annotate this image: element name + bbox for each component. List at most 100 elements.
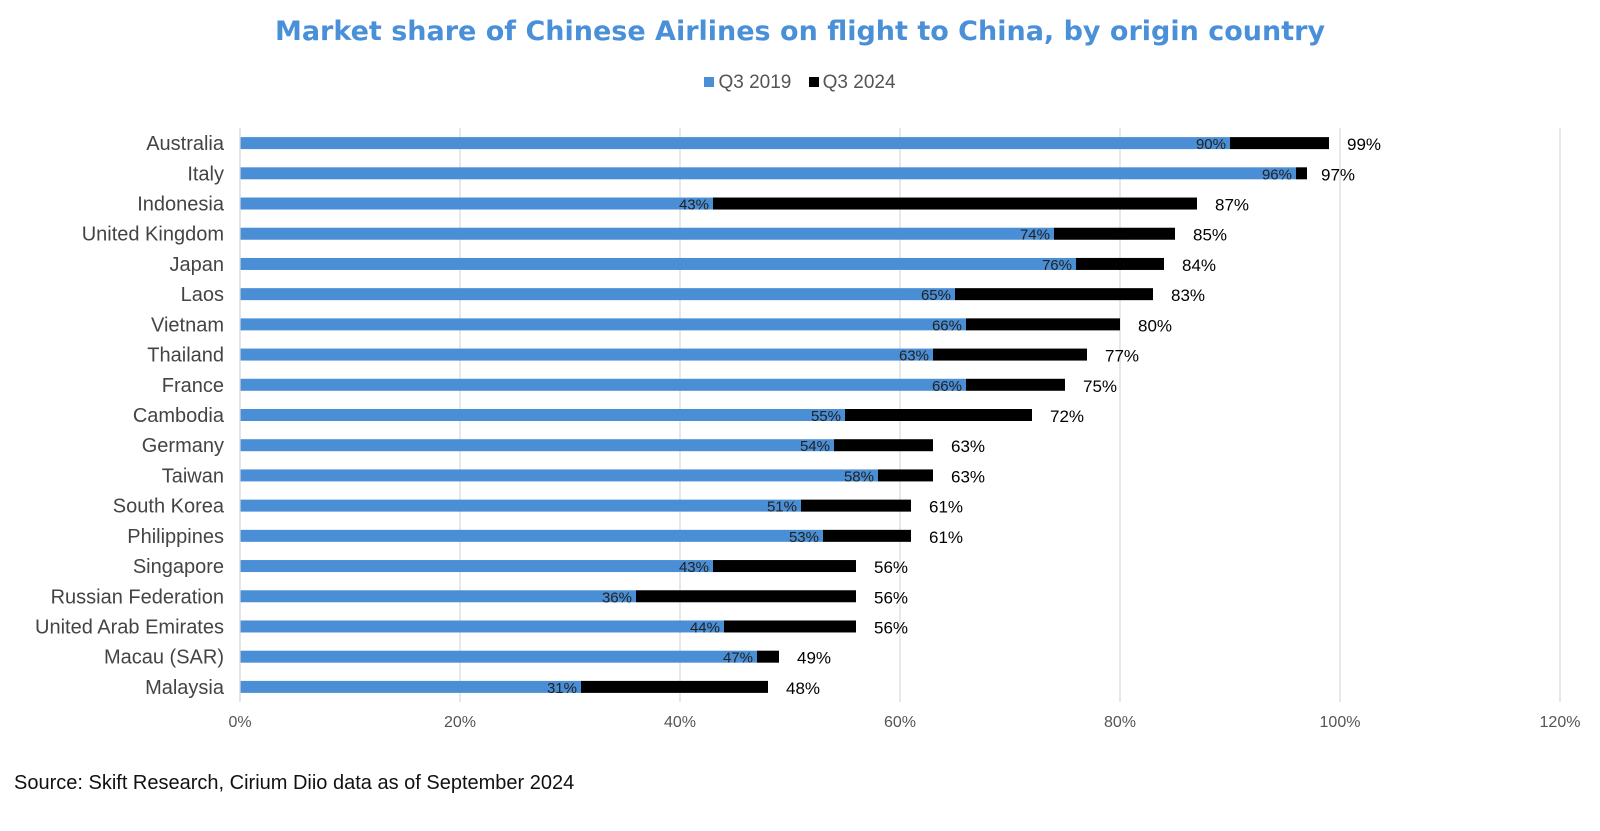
data-label-q3-2019: 36% [602, 589, 632, 606]
legend-swatch-q3-2024 [808, 77, 819, 87]
bar-q3-2024 [834, 439, 933, 452]
data-label-q3-2019: 63% [899, 348, 929, 365]
data-label-q3-2024: 72% [1050, 407, 1084, 426]
bar-q3-2019 [240, 409, 845, 421]
data-label-q3-2019: 55% [811, 408, 841, 425]
category-label: Macau (SAR) [104, 647, 224, 669]
category-label: Russian Federation [51, 586, 224, 608]
source-note: Source: Skift Research, Cirium Diio data… [14, 772, 575, 794]
data-label-q3-2024: 83% [1171, 286, 1205, 305]
category-label: United Arab Emirates [35, 616, 224, 638]
data-label-q3-2024: 56% [874, 588, 908, 607]
data-label-q3-2024: 61% [929, 528, 963, 547]
data-label-q3-2024: 63% [951, 467, 985, 486]
data-label-q3-2024: 61% [929, 498, 963, 517]
bar-q3-2019 [240, 348, 933, 361]
category-label: United Kingdom [82, 224, 224, 246]
data-label-q3-2024: 97% [1321, 165, 1355, 184]
bar-q3-2019 [240, 560, 713, 573]
category-label: Cambodia [133, 405, 225, 427]
bar-q3-2019 [240, 318, 966, 331]
data-label-q3-2019: 43% [679, 559, 709, 576]
bar-q3-2024 [1076, 257, 1164, 270]
bar-q3-2024 [845, 409, 1032, 421]
data-label-q3-2019: 53% [789, 529, 819, 546]
category-label: Vietnam [151, 314, 224, 336]
bar-q3-2019 [240, 378, 966, 391]
data-label-q3-2019: 31% [547, 680, 577, 697]
data-label-q3-2019: 76% [1042, 257, 1072, 274]
data-label-q3-2024: 80% [1138, 316, 1172, 335]
bar-q3-2024 [757, 650, 779, 663]
bar-q3-2024 [713, 197, 1197, 210]
data-label-q3-2019: 54% [800, 438, 830, 455]
bar-q3-2024 [1296, 167, 1307, 180]
bar-q3-2019 [240, 288, 955, 301]
legend-swatch-q3-2019 [704, 77, 715, 87]
bar-q3-2024 [581, 680, 768, 693]
data-label-q3-2019: 44% [690, 619, 720, 636]
legend-item-q3-2019: Q3 2019 [704, 72, 791, 94]
data-label-q3-2024: 56% [874, 558, 908, 577]
bar-q3-2019 [240, 439, 834, 452]
data-label-q3-2024: 63% [951, 437, 985, 456]
category-label: Italy [187, 163, 224, 185]
bar-q3-2024 [713, 560, 856, 573]
category-label: Singapore [133, 556, 224, 578]
bar-q3-2019 [240, 197, 713, 210]
data-label-q3-2019: 47% [723, 650, 753, 667]
bar-q3-2019 [240, 227, 1054, 240]
legend-label-q3-2024: Q3 2024 [822, 72, 896, 93]
data-label-q3-2024: 48% [786, 679, 820, 698]
x-tick-label: 20% [444, 714, 476, 731]
category-label: France [162, 375, 224, 397]
data-label-q3-2024: 84% [1182, 256, 1216, 275]
bar-q3-2019 [240, 257, 1076, 270]
bar-q3-2019 [240, 499, 801, 512]
legend-item-q3-2024: Q3 2024 [808, 72, 896, 94]
chart-title: Market share of Chinese Airlines on flig… [274, 16, 1326, 47]
category-label: Thailand [147, 345, 224, 367]
data-label-q3-2024: 56% [874, 618, 908, 637]
bar-q3-2024 [801, 499, 911, 512]
data-label-q3-2024: 77% [1105, 347, 1139, 366]
x-tick-label: 40% [664, 714, 696, 731]
category-label: Indonesia [137, 194, 225, 216]
data-label-q3-2019: 74% [1020, 227, 1050, 244]
legend: Q3 2019 Q3 2024 [0, 72, 1600, 94]
bar-q3-2024 [878, 469, 933, 482]
category-label: Malaysia [145, 677, 225, 699]
data-label-q3-2019: 66% [932, 378, 962, 395]
bar-q3-2024 [724, 620, 856, 633]
legend-label-q3-2019: Q3 2019 [718, 72, 792, 93]
category-label: Philippines [127, 526, 224, 548]
bar-q3-2019 [240, 167, 1296, 180]
data-label-q3-2019: 96% [1262, 166, 1292, 183]
category-label: Japan [170, 254, 225, 276]
data-label-q3-2019: 43% [679, 197, 709, 214]
category-label: Germany [142, 435, 224, 457]
data-label-q3-2019: 66% [932, 317, 962, 334]
bar-q3-2019 [240, 469, 878, 482]
bar-q3-2019 [240, 680, 581, 693]
x-tick-label: 100% [1320, 714, 1361, 731]
data-label-q3-2024: 87% [1215, 196, 1249, 215]
bar-q3-2019 [240, 529, 823, 542]
data-label-q3-2019: 58% [844, 468, 874, 485]
data-label-q3-2019: 90% [1196, 136, 1226, 153]
data-label-q3-2024: 75% [1083, 377, 1117, 396]
bar-q3-2024 [955, 288, 1153, 301]
data-label-q3-2024: 99% [1347, 135, 1381, 154]
bar-q3-2024 [966, 378, 1065, 391]
category-label: Australia [146, 133, 225, 155]
category-label: South Korea [113, 496, 225, 518]
bar-q3-2019 [240, 590, 636, 603]
category-label: Taiwan [162, 465, 224, 487]
bar-q3-2019 [240, 650, 757, 663]
bar-q3-2024 [966, 318, 1120, 331]
x-tick-label: 80% [1104, 714, 1136, 731]
bar-q3-2024 [1230, 137, 1329, 150]
x-tick-label: 60% [884, 714, 916, 731]
bar-q3-2024 [1054, 227, 1175, 240]
